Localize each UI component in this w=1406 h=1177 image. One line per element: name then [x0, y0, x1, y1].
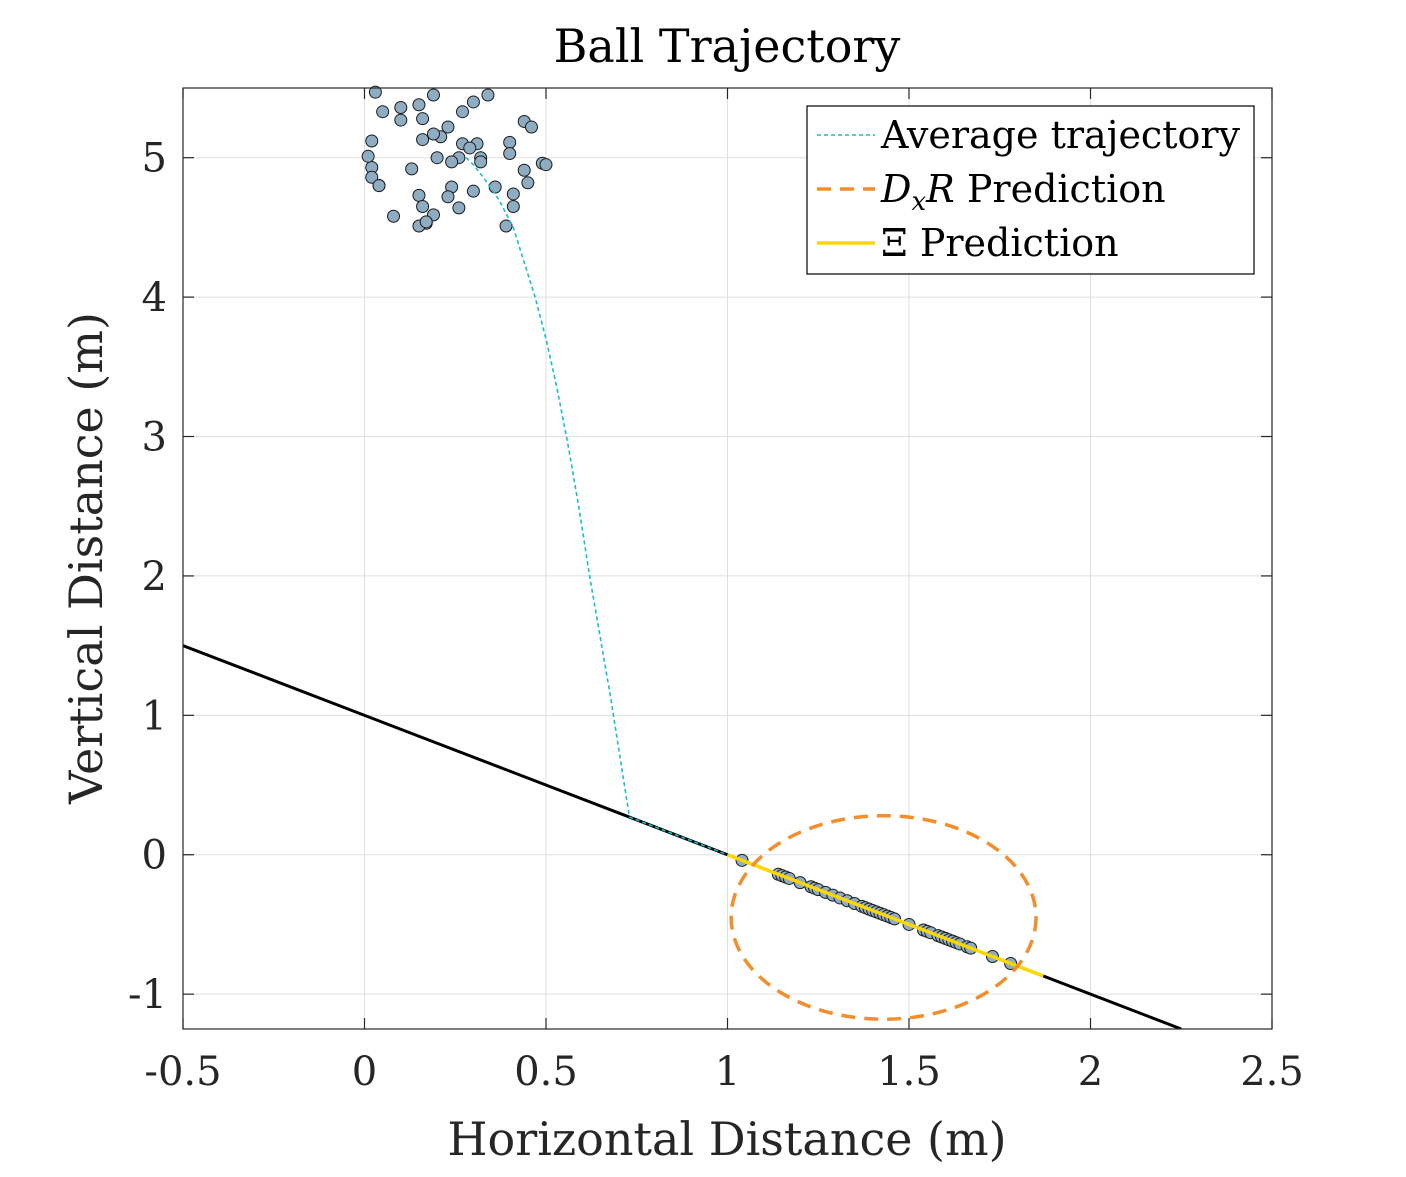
dxr-prediction-ellipse: [729, 813, 1038, 1021]
initial-point: [365, 170, 379, 184]
x-tick-label: 2: [1078, 1049, 1103, 1095]
initial-point: [452, 201, 466, 215]
initial-point: [466, 95, 480, 109]
initial-point: [524, 120, 538, 134]
initial-point: [361, 149, 375, 163]
x-tick-label: 1: [715, 1049, 740, 1095]
x-tick-label: 2.5: [1240, 1049, 1304, 1095]
initial-point: [394, 113, 408, 127]
initial-point: [503, 135, 517, 149]
legend-label: Average trajectory: [880, 113, 1241, 157]
initial-point: [466, 184, 480, 198]
initial-point: [372, 179, 386, 193]
y-tick-label: 5: [142, 136, 167, 182]
initial-point: [426, 88, 440, 102]
legend-label: Ξ Prediction: [881, 221, 1119, 265]
initial-point: [506, 187, 520, 201]
initial-point: [506, 199, 520, 213]
initial-point: [376, 105, 390, 119]
axes-box: [182, 87, 1273, 1030]
legend-label: DxR Prediction: [880, 167, 1166, 217]
chart-title: Ball Trajectory: [554, 19, 901, 73]
initial-point: [521, 176, 535, 190]
initial-point: [426, 127, 440, 141]
initial-point: [365, 134, 379, 148]
initial-point: [441, 120, 455, 134]
initial-point: [419, 215, 433, 229]
average-trajectory-line: [465, 157, 728, 856]
initial-point: [517, 163, 531, 177]
x-tick-label: -0.5: [144, 1049, 221, 1095]
y-tick-label: 0: [142, 833, 167, 879]
initial-point: [416, 133, 430, 147]
initial-point: [456, 105, 470, 119]
initial-point: [416, 199, 430, 213]
initial-point: [463, 141, 477, 155]
x-tick-label: 1.5: [877, 1049, 941, 1095]
initial-point: [499, 219, 513, 233]
initial-point: [405, 162, 419, 176]
initial-point: [430, 151, 444, 165]
initial-point: [481, 88, 495, 102]
legend-label-part: Prediction: [955, 167, 1166, 211]
x-tick-label: 0: [352, 1049, 377, 1095]
y-tick-label: 3: [142, 415, 167, 461]
initial-point: [441, 190, 455, 204]
y-tick-label: 1: [142, 693, 167, 739]
legend-label-part: R: [925, 167, 955, 211]
legend-label-subscript: x: [911, 187, 926, 217]
y-axis-label: Vertical Distance (m): [59, 312, 113, 805]
y-tick-label: -1: [128, 972, 167, 1018]
legend-label-part: D: [880, 167, 911, 211]
initial-point: [412, 98, 426, 112]
initial-point: [474, 155, 488, 169]
initial-point: [394, 101, 408, 115]
legend-box: [806, 105, 1255, 275]
y-tick-label: 4: [142, 275, 167, 321]
initial-point: [445, 155, 459, 169]
y-tick-label: 2: [142, 554, 167, 600]
x-tick-label: 0.5: [514, 1049, 578, 1095]
initial-point: [416, 112, 430, 126]
initial-point: [503, 147, 517, 161]
initial-point: [539, 158, 553, 172]
initial-point: [387, 209, 401, 223]
initial-point: [368, 85, 382, 99]
x-axis-label: Horizontal Distance (m): [447, 1112, 1006, 1166]
initial-point: [412, 188, 426, 202]
xi-prediction-line: [726, 853, 1044, 978]
